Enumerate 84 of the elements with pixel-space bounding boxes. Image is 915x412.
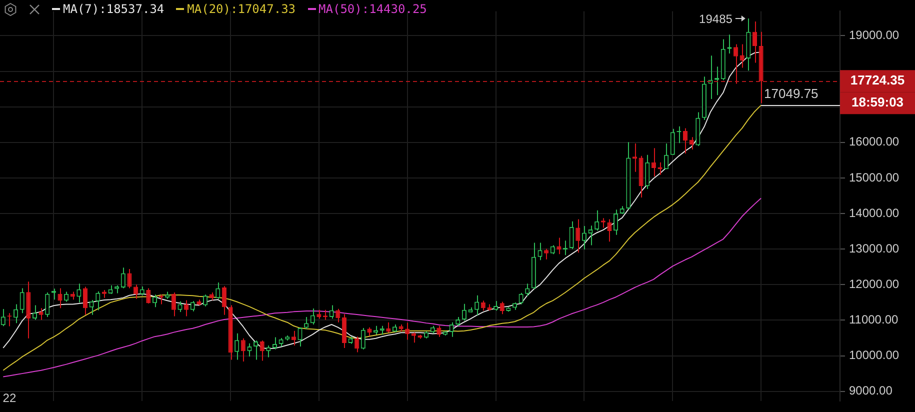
- candlestick: [171, 292, 176, 317]
- candlestick: [158, 294, 164, 305]
- candlestick: [216, 282, 220, 300]
- candlestick: [38, 308, 44, 320]
- candlestick: [494, 300, 498, 312]
- candlestick: [222, 286, 226, 316]
- candlestick: [260, 340, 264, 362]
- legend-label: MA(20):17047.33: [187, 2, 296, 16]
- candlestick: [254, 340, 258, 360]
- ref-line-label: 17724.35: [850, 72, 905, 88]
- y-tick-label: 12000.00: [849, 276, 900, 291]
- candlestick: [272, 336, 278, 350]
- annotation: 19485: [699, 12, 733, 26]
- candlestick: [544, 248, 549, 260]
- candlestick: [670, 128, 675, 156]
- candlestick: [342, 314, 346, 348]
- candlestick: [474, 294, 480, 316]
- candlestick: [89, 299, 94, 316]
- candlestick: [632, 142, 638, 172]
- candlestick: [436, 325, 442, 338]
- y-tick-label: 11000.00: [849, 312, 898, 327]
- candlestick: [582, 225, 586, 250]
- candlestick: [76, 283, 82, 303]
- candlestick: [64, 291, 69, 302]
- candlestick: [45, 292, 50, 318]
- candlestick: [576, 218, 580, 254]
- candlestick: [310, 308, 315, 325]
- y-tick-label: 16000.00: [849, 134, 900, 149]
- candlestick: [120, 267, 126, 289]
- candlestick: [146, 288, 151, 304]
- ref-line-label: 17049.75: [764, 86, 818, 102]
- candlestick: [569, 220, 574, 250]
- y-tick-label: 19000.00: [849, 28, 900, 42]
- candlestick: [58, 288, 62, 309]
- candlestick: [234, 332, 240, 360]
- y-tick-label: 9000.00: [849, 384, 893, 398]
- candlestick: [411, 332, 416, 344]
- candlestick: [32, 304, 38, 320]
- candlestick: [500, 301, 504, 315]
- candlestick: [562, 240, 568, 256]
- candlestick: [360, 328, 366, 350]
- x-tick-label: 22: [2, 390, 16, 405]
- candlestick: [14, 304, 18, 324]
- candlestick: [462, 303, 466, 322]
- candlestick: [20, 288, 24, 314]
- candlestick: [651, 148, 656, 178]
- candlestick: [689, 136, 694, 150]
- candlestick: [184, 300, 189, 317]
- candlestick: [682, 128, 688, 154]
- candlestick: [336, 308, 340, 323]
- candlestick: [664, 142, 669, 170]
- candlestick: [588, 225, 593, 246]
- candlestick: [202, 294, 208, 307]
- candlestick: [240, 338, 246, 362]
- candlestick: [178, 300, 182, 313]
- candlestick: [304, 316, 309, 330]
- candlestick: [96, 290, 100, 311]
- y-tick-label: 10000.00: [849, 348, 900, 362]
- candlestick: [291, 330, 296, 346]
- y-tick-label: 14000.00: [849, 206, 900, 220]
- candlestick: [329, 304, 334, 320]
- candlestick: [127, 268, 132, 289]
- candlestick: [298, 326, 302, 348]
- text: 18:59:03: [851, 94, 904, 110]
- candlestick: [82, 286, 88, 316]
- candlestick: [607, 218, 612, 242]
- candlestick: [752, 21, 758, 64]
- candlestick: [614, 209, 618, 236]
- candlestick: [525, 283, 530, 297]
- y-tick-label: 13000.00: [849, 241, 900, 256]
- legend-label: MA(50):14430.25: [318, 2, 427, 16]
- candlestick: [480, 300, 486, 312]
- candlestick: [645, 154, 650, 190]
- candlestick: [734, 44, 738, 84]
- candlestick: [190, 300, 195, 312]
- candlestick: [449, 322, 454, 338]
- candlestick: [594, 210, 600, 232]
- candlestick: [266, 344, 271, 358]
- candlestick: [538, 242, 542, 261]
- candlestick: [247, 342, 252, 357]
- candlestick: [518, 292, 524, 305]
- candlestick: [354, 336, 360, 353]
- y-tick-label: 15000.00: [849, 170, 900, 184]
- legend-label: MA(7):18537.34: [63, 2, 164, 16]
